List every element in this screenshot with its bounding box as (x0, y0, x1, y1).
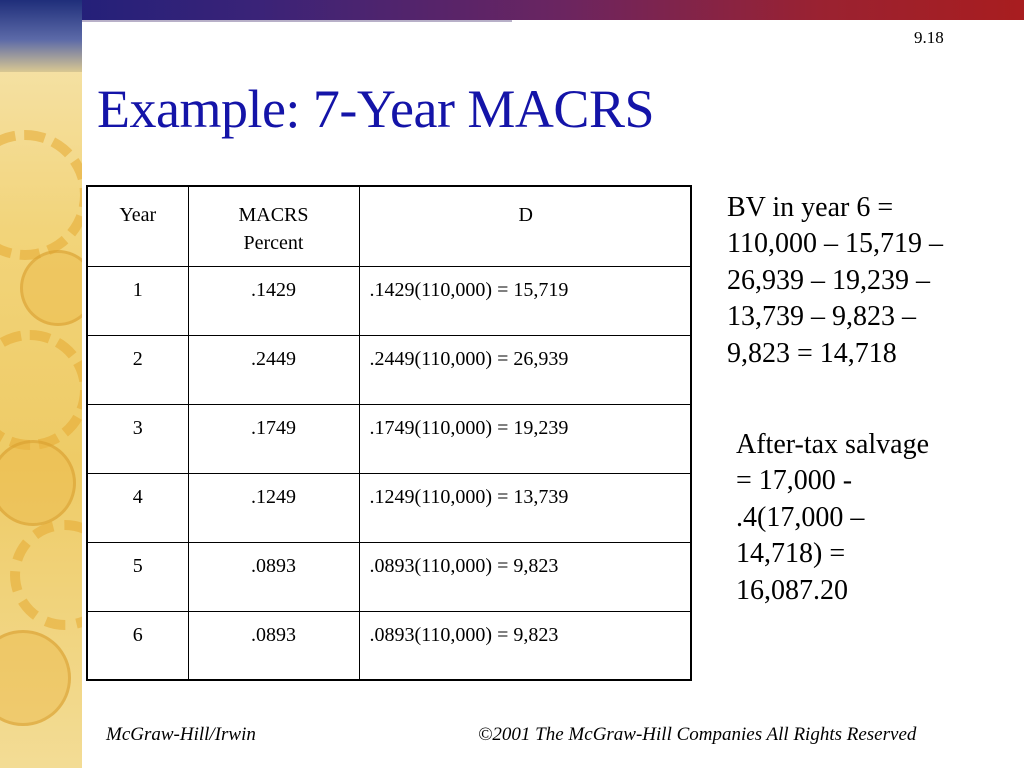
table-row: 3 .1749 .1749(110,000) = 19,239 (86, 403, 692, 474)
row-year: 5 (86, 541, 189, 612)
after-tax-salvage-text: After-tax salvage = 17,000 - .4(17,000 –… (736, 427, 996, 609)
row-percent: .1749 (187, 403, 360, 474)
table-row: 4 .1249 .1249(110,000) = 13,739 (86, 472, 692, 543)
slide-number: 9.18 (914, 28, 944, 47)
gear-icon (10, 520, 82, 630)
table-header-row: Year MACRS Percent D (86, 185, 692, 267)
top-color-bar (0, 0, 1024, 20)
row-year: 2 (86, 334, 189, 405)
row-depreciation: .0893(110,000) = 9,823 (358, 610, 692, 681)
coin-icon (20, 250, 82, 326)
row-depreciation: .1429(110,000) = 15,719 (358, 265, 692, 336)
table-row: 6 .0893 .0893(110,000) = 9,823 (86, 610, 692, 681)
salvage-line: 14,718) = (736, 538, 846, 570)
left-decorative-strip (0, 0, 82, 768)
table-row: 5 .0893 .0893(110,000) = 9,823 (86, 541, 692, 612)
row-year: 3 (86, 403, 189, 474)
header-percent-line2: Percent (243, 232, 304, 254)
table-row: 1 .1429 .1429(110,000) = 15,719 (86, 265, 692, 336)
book-value-text: BV in year 6 = 110,000 – 15,719 – 26,939… (727, 190, 1012, 372)
row-depreciation: .0893(110,000) = 9,823 (358, 541, 692, 612)
header-macrs-percent: MACRS Percent (187, 185, 360, 267)
row-percent: .1429 (187, 265, 360, 336)
row-depreciation: .1249(110,000) = 13,739 (358, 472, 692, 543)
footer-publisher: McGraw-Hill/Irwin (106, 724, 256, 745)
footer-copyright: ©2001 The McGraw-Hill Companies All Righ… (478, 724, 917, 745)
row-year: 4 (86, 472, 189, 543)
salvage-line: .4(17,000 – (736, 501, 865, 533)
bv-line: 26,939 – 19,239 – (727, 264, 930, 296)
row-percent: .0893 (187, 610, 360, 681)
header-depreciation: D (358, 185, 692, 267)
row-percent: .2449 (187, 334, 360, 405)
macrs-table: Year MACRS Percent D 1 .1429 .1429(110,0… (86, 185, 692, 681)
salvage-line: = 17,000 - (736, 465, 853, 497)
row-percent: .1249 (187, 472, 360, 543)
salvage-line: 16,087.20 (736, 574, 848, 606)
row-depreciation: .1749(110,000) = 19,239 (358, 403, 692, 474)
table-row: 2 .2449 .2449(110,000) = 26,939 (86, 334, 692, 405)
bv-line: 9,823 = 14,718 (727, 337, 897, 369)
top-divider-line (82, 20, 512, 22)
header-percent-line1: MACRS (238, 204, 309, 226)
row-depreciation: .2449(110,000) = 26,939 (358, 334, 692, 405)
coin-icon (0, 440, 76, 526)
left-strip-blue-band (0, 0, 82, 72)
row-year: 1 (86, 265, 189, 336)
header-year: Year (86, 185, 189, 267)
salvage-line: After-tax salvage (736, 429, 930, 460)
bv-line: 13,739 – 9,823 – (727, 301, 916, 333)
slide-title: Example: 7-Year MACRS (97, 79, 655, 139)
gear-icon (0, 130, 82, 260)
bv-line: 110,000 – 15,719 – (727, 228, 943, 260)
gear-icon (0, 330, 82, 450)
row-year: 6 (86, 610, 189, 681)
coin-icon (0, 630, 71, 726)
bv-line: BV in year 6 = (727, 192, 894, 223)
row-percent: .0893 (187, 541, 360, 612)
